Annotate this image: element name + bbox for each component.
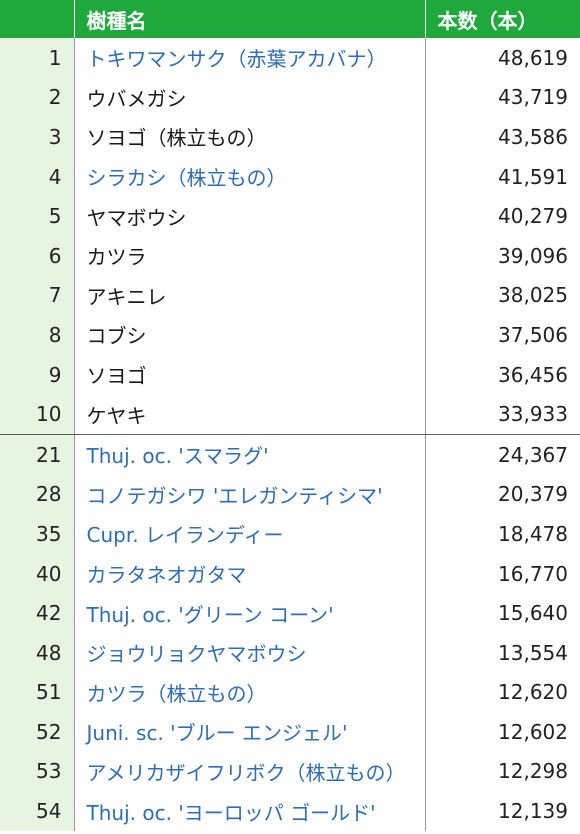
count-cell: 36,456	[498, 362, 568, 387]
species-name-cell: シラカシ（株立もの）	[74, 156, 426, 197]
count-cell: 24,367	[425, 433, 580, 475]
count-cell: 15,640	[498, 601, 568, 626]
rank-cell: 3	[0, 117, 75, 157]
table-row: 10 ケヤキ 33,933	[0, 394, 580, 435]
count-cell: 12,298	[498, 759, 568, 784]
count-cell: 12,620	[498, 680, 568, 705]
highlight-group: 21 Thuj. oc. 'スマラグ' 24,367 28 コノテガシワ 'エレガンティ…	[0, 433, 580, 831]
count-cell: 48,619	[498, 45, 568, 70]
count-header: 本数（本）	[425, 0, 580, 38]
table-row: 5 ヤマボウシ 40,279	[0, 196, 580, 236]
table-row: 6 カツラ 39,096	[0, 235, 580, 276]
species-name-cell: アメリカザイフリボク（株立もの）	[74, 751, 426, 792]
table-header: 樹種名 本数（本）	[0, 0, 580, 38]
count-cell: 20,379	[498, 482, 568, 507]
table-row: 35 Cupr. レイランディー 18,478	[0, 514, 580, 554]
species-name-cell: コブシ	[74, 315, 426, 355]
count-cell: 40,279	[498, 204, 568, 229]
species-name-cell: Juni. sc. 'ブルー エンジェル'	[74, 712, 426, 752]
species-name-cell: Thuj. oc. 'グリーン コーン'	[74, 593, 426, 633]
count-cell: 18,478	[498, 521, 568, 546]
table-row: 40 カラタネオガタマ 16,770	[0, 553, 580, 594]
table-row: 7 アキニレ 38,025	[0, 275, 580, 316]
rank-cell: 7	[0, 275, 75, 316]
count-cell: 12,602	[498, 719, 568, 744]
species-name-cell: ケヤキ	[74, 394, 426, 435]
header-row: 樹種名 本数（本）	[0, 0, 580, 38]
rank-cell: 8	[0, 315, 75, 355]
species-name-cell: Thuj. oc. 'スマラグ'	[74, 433, 426, 475]
table-row: 42 Thuj. oc. 'グリーン コーン' 15,640	[0, 593, 580, 633]
count-cell: 16,770	[498, 561, 568, 586]
count-cell: 43,586	[498, 124, 568, 149]
table-row: 54 Thuj. oc. 'ヨーロッパ ゴールド' 12,139	[0, 791, 580, 831]
species-name-cell: ヤマボウシ	[74, 196, 426, 236]
count-cell: 38,025	[498, 283, 568, 308]
species-name-cell: Cupr. レイランディー	[74, 514, 426, 554]
species-name-cell: ソヨゴ（株立もの）	[74, 117, 426, 157]
species-name-cell: コノテガシワ 'エレガンティシマ'	[74, 474, 426, 515]
species-name-cell: ソヨゴ	[74, 354, 426, 395]
rank-cell: 51	[0, 672, 75, 713]
rank-cell: 4	[0, 156, 75, 197]
rank-cell: 2	[0, 77, 75, 118]
count-cell: 12,139	[498, 799, 568, 824]
rank-cell: 1	[0, 38, 75, 78]
rank-cell: 35	[0, 514, 75, 554]
table-row: 52 Juni. sc. 'ブルー エンジェル' 12,602	[0, 712, 580, 752]
rank-cell: 9	[0, 354, 75, 395]
count-cell: 39,096	[498, 243, 568, 268]
table-row: 2 ウバメガシ 43,719	[0, 77, 580, 118]
count-cell: 43,719	[498, 85, 568, 110]
species-name-cell: ジョウリョクヤマボウシ	[74, 632, 426, 673]
table-row: 4 シラカシ（株立もの） 41,591	[0, 156, 580, 197]
table-row: 21 Thuj. oc. 'スマラグ' 24,367	[0, 433, 580, 475]
table-row: 28 コノテガシワ 'エレガンティシマ' 20,379	[0, 474, 580, 515]
species-name-cell: アキニレ	[74, 275, 426, 316]
count-cell: 37,506	[498, 322, 568, 347]
species-name-cell: Thuj. oc. 'ヨーロッパ ゴールド'	[74, 791, 426, 831]
count-cell: 33,933	[425, 394, 580, 435]
table-row: 8 コブシ 37,506	[0, 315, 580, 355]
species-name-cell: ウバメガシ	[74, 77, 426, 118]
rank-cell: 53	[0, 751, 75, 792]
species-name-cell: トキワマンサク（赤葉アカバナ）	[74, 38, 426, 78]
count-cell: 13,554	[498, 640, 568, 665]
table-row: 3 ソヨゴ（株立もの） 43,586	[0, 117, 580, 157]
rank-cell: 28	[0, 474, 75, 515]
rank-cell: 6	[0, 235, 75, 276]
rank-cell: 42	[0, 593, 75, 633]
count-cell: 41,591	[498, 164, 568, 189]
rank-cell: 52	[0, 712, 75, 752]
species-name-cell: カツラ（株立もの）	[74, 672, 426, 713]
species-name-cell: カラタネオガタマ	[74, 553, 426, 594]
table-row: 51 カツラ（株立もの） 12,620	[0, 672, 580, 713]
top-ten-group: 1 トキワマンサク（赤葉アカバナ） 48,619 2 ウバメガシ 43,719 3 ソヨゴ（株…	[0, 38, 580, 435]
species-name-cell: カツラ	[74, 235, 426, 276]
rank-cell: 54	[0, 791, 75, 831]
rank-cell: 5	[0, 196, 75, 236]
rank-cell: 10	[0, 394, 75, 435]
table-row: 53 アメリカザイフリボク（株立もの） 12,298	[0, 751, 580, 792]
table-row: 48 ジョウリョクヤマボウシ 13,554	[0, 632, 580, 673]
table-row: 1 トキワマンサク（赤葉アカバナ） 48,619	[0, 38, 580, 78]
table-row: 9 ソヨゴ 36,456	[0, 354, 580, 395]
rank-cell: 48	[0, 632, 75, 673]
rank-header	[0, 0, 75, 38]
rank-cell: 40	[0, 553, 75, 594]
name-header: 樹種名	[74, 0, 426, 38]
rank-cell: 21	[0, 433, 75, 475]
